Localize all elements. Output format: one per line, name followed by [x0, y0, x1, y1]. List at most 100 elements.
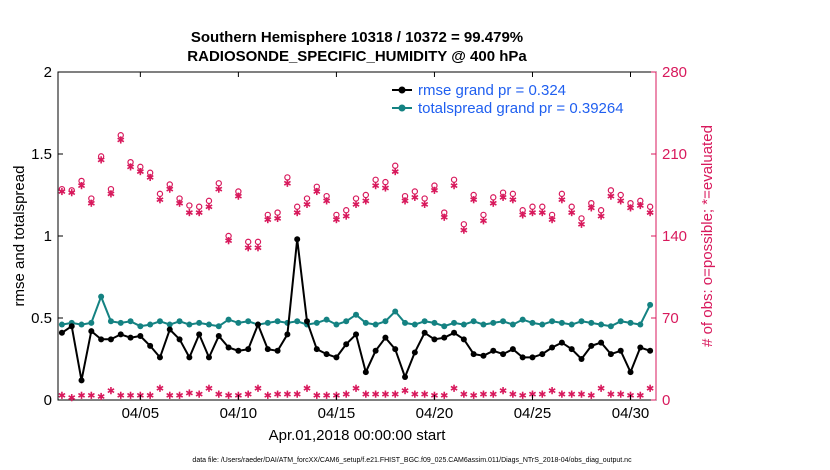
spread-point [78, 321, 85, 328]
obs-evaluated-stroke [58, 188, 66, 194]
rmse-point [637, 344, 644, 351]
obs-diff-stroke [499, 388, 507, 394]
rmse-point [549, 344, 556, 351]
obs-evaluated-marker [646, 208, 654, 217]
obs-evaluated-marker [283, 179, 291, 187]
rmse-point [627, 369, 634, 376]
obs-evaluated-stroke [215, 186, 223, 192]
obs-diff-marker [519, 391, 527, 399]
rmse-point [264, 346, 271, 353]
spread-point [539, 321, 546, 328]
rmse-point [137, 333, 144, 340]
rmse-point [245, 346, 252, 353]
obs-diff-marker [597, 384, 605, 392]
obs-diff-marker [166, 391, 174, 399]
spread-point [88, 319, 95, 326]
obs-evaluated-stroke [391, 169, 399, 175]
spread-point [333, 321, 340, 328]
rmse-point [362, 369, 369, 376]
spread-point [362, 319, 369, 326]
spread-point [588, 319, 595, 326]
spread-point [500, 318, 507, 325]
obs-diff-marker [77, 391, 86, 399]
obs-diff-stroke [509, 391, 517, 397]
obs-evaluated-stroke [577, 221, 586, 227]
spread-point [166, 321, 173, 328]
obs-evaluated-stroke [244, 245, 252, 251]
obs-diff-marker [460, 390, 468, 398]
obs-evaluated-marker [479, 217, 487, 225]
obs-evaluated-stroke [352, 201, 360, 207]
spread-point [490, 319, 497, 326]
spread-point [323, 316, 330, 323]
spread-point [480, 321, 487, 328]
rmse-point [117, 331, 124, 338]
obs-diff-marker [323, 391, 331, 399]
rmse-point [382, 334, 389, 341]
spread-point [245, 318, 252, 325]
obs-evaluated-stroke [499, 194, 507, 200]
obs-diff-marker [195, 390, 203, 398]
spread-point [509, 321, 516, 328]
obs-diff-marker [489, 390, 497, 398]
obs-diff-marker [577, 390, 586, 398]
obs-diff-marker [342, 390, 350, 398]
rmse-point [205, 354, 212, 361]
spread-point [107, 318, 114, 325]
obs-evaluated-marker [254, 244, 262, 252]
rmse-point [196, 331, 203, 338]
obs-diff-marker [146, 391, 154, 399]
rmse-point [353, 331, 360, 338]
spread-point [215, 323, 222, 330]
obs-diff-stroke [617, 391, 625, 397]
rmse-point [509, 346, 516, 353]
rmse-point [500, 351, 507, 358]
obs-diff-marker [58, 391, 66, 399]
obs-evaluated-marker [519, 211, 527, 219]
obs-evaluated-stroke [185, 210, 193, 216]
obs-evaluated-marker [607, 192, 615, 200]
spread-point [98, 293, 105, 300]
obs-diff-stroke [372, 391, 380, 397]
rmse-point [343, 341, 350, 348]
obs-evaluated-stroke [254, 245, 262, 251]
obs-evaluated-marker [244, 244, 252, 252]
rmse-point [558, 339, 565, 346]
rmse-point [539, 351, 546, 358]
obs-evaluated-marker [548, 216, 556, 224]
rmse-point [88, 328, 95, 335]
rmse-series [58, 236, 654, 384]
spread-point [117, 319, 124, 326]
spread-point [137, 323, 144, 330]
spread-point [460, 321, 467, 328]
spread-point [274, 318, 281, 325]
obs-possible-marker [186, 202, 193, 209]
x-tick-label: 04/05 [122, 405, 160, 422]
obs-evaluated-stroke [597, 213, 605, 219]
obs-evaluated-marker [470, 196, 478, 204]
spread-point [225, 316, 232, 323]
obs-evaluated-stroke [342, 213, 350, 219]
rmse-point [490, 347, 497, 354]
obs-evaluated-marker [391, 167, 399, 176]
obs-diff-stroke [323, 392, 331, 398]
x-tick-label: 04/10 [220, 405, 258, 422]
obs-diff-marker [411, 390, 419, 398]
obs-diff-stroke [254, 385, 262, 391]
obs-diff-stroke [421, 391, 429, 397]
rmse-point [284, 331, 291, 338]
obs-evaluated-stroke [460, 227, 468, 233]
spread-point [607, 323, 614, 330]
obs-diff-marker [352, 384, 360, 392]
obs-diff-marker [450, 384, 458, 392]
rmse-point [431, 336, 438, 343]
rmse-point [186, 354, 193, 361]
rmse-point [176, 336, 183, 343]
obs-diff-marker [97, 392, 105, 401]
obs-diff-stroke [646, 385, 654, 391]
obs-evaluated-stroke [87, 200, 95, 206]
obs-evaluated-stroke [107, 191, 115, 197]
spread-point [451, 319, 458, 326]
x-tick-label: 04/30 [612, 405, 650, 422]
obs-evaluated-marker [597, 212, 605, 220]
